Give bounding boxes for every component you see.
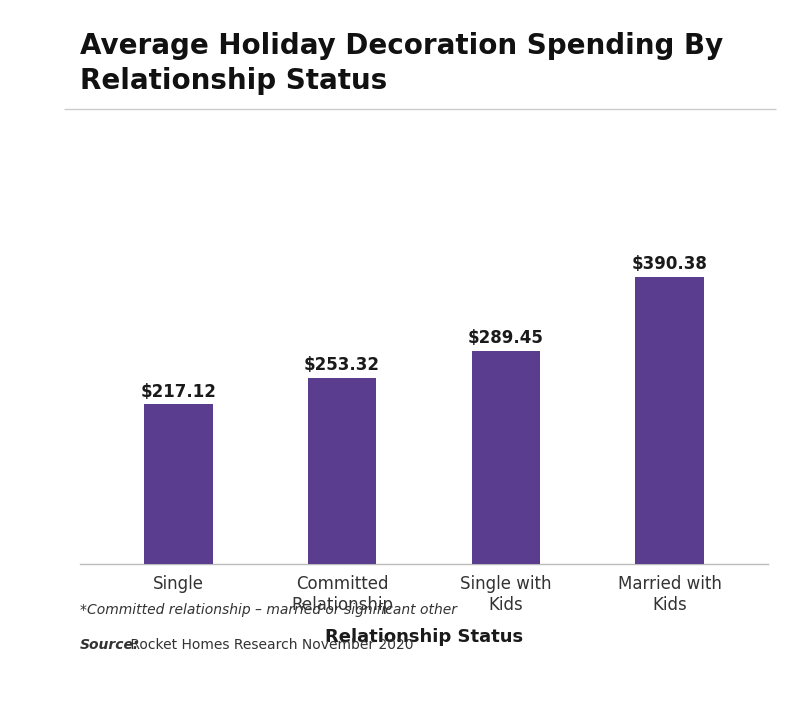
Text: $253.32: $253.32 — [304, 356, 380, 374]
Text: Source:: Source: — [80, 638, 139, 652]
X-axis label: Relationship Status: Relationship Status — [325, 627, 523, 646]
Bar — [308, 378, 377, 564]
Text: Rocket Homes Research November 2020: Rocket Homes Research November 2020 — [126, 638, 413, 652]
Text: Relationship Status: Relationship Status — [80, 67, 387, 95]
Text: $289.45: $289.45 — [468, 329, 544, 348]
Text: Average Holiday Decoration Spending By: Average Holiday Decoration Spending By — [80, 32, 723, 60]
Text: *Committed relationship – married or significant other: *Committed relationship – married or sig… — [80, 603, 457, 617]
Text: $390.38: $390.38 — [632, 255, 708, 273]
Bar — [635, 277, 704, 564]
Bar — [144, 404, 213, 564]
Text: $217.12: $217.12 — [140, 383, 216, 400]
Bar — [471, 351, 540, 564]
